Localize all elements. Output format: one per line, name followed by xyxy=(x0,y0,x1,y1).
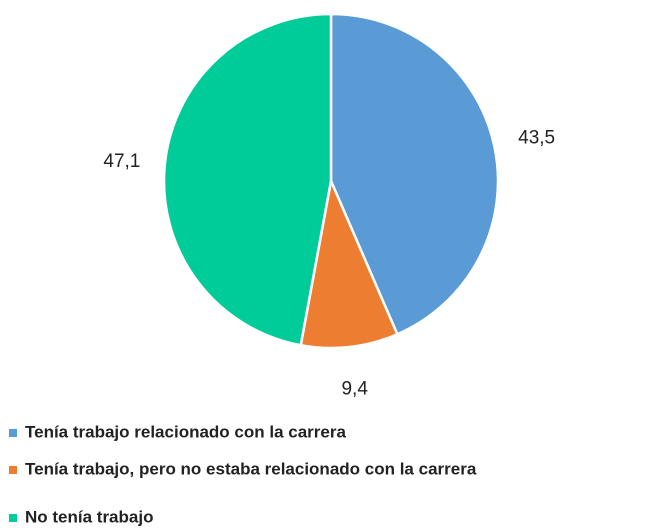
data-label: 43,5 xyxy=(518,127,555,148)
legend-label: Tenía trabajo, pero no estaba relacionad… xyxy=(25,459,477,478)
legend-label: Tenía trabajo relacionado con la carrera xyxy=(25,422,346,441)
data-label: 47,1 xyxy=(103,151,140,172)
data-label: 9,4 xyxy=(341,379,368,400)
pie-slice xyxy=(329,12,500,336)
legend-label: No tenía trabajo xyxy=(25,507,153,526)
pie-slice xyxy=(299,176,399,350)
legend-swatch xyxy=(9,514,17,522)
legend-swatch xyxy=(9,466,17,474)
legend-swatch xyxy=(9,429,17,437)
pie-slice xyxy=(162,12,333,347)
